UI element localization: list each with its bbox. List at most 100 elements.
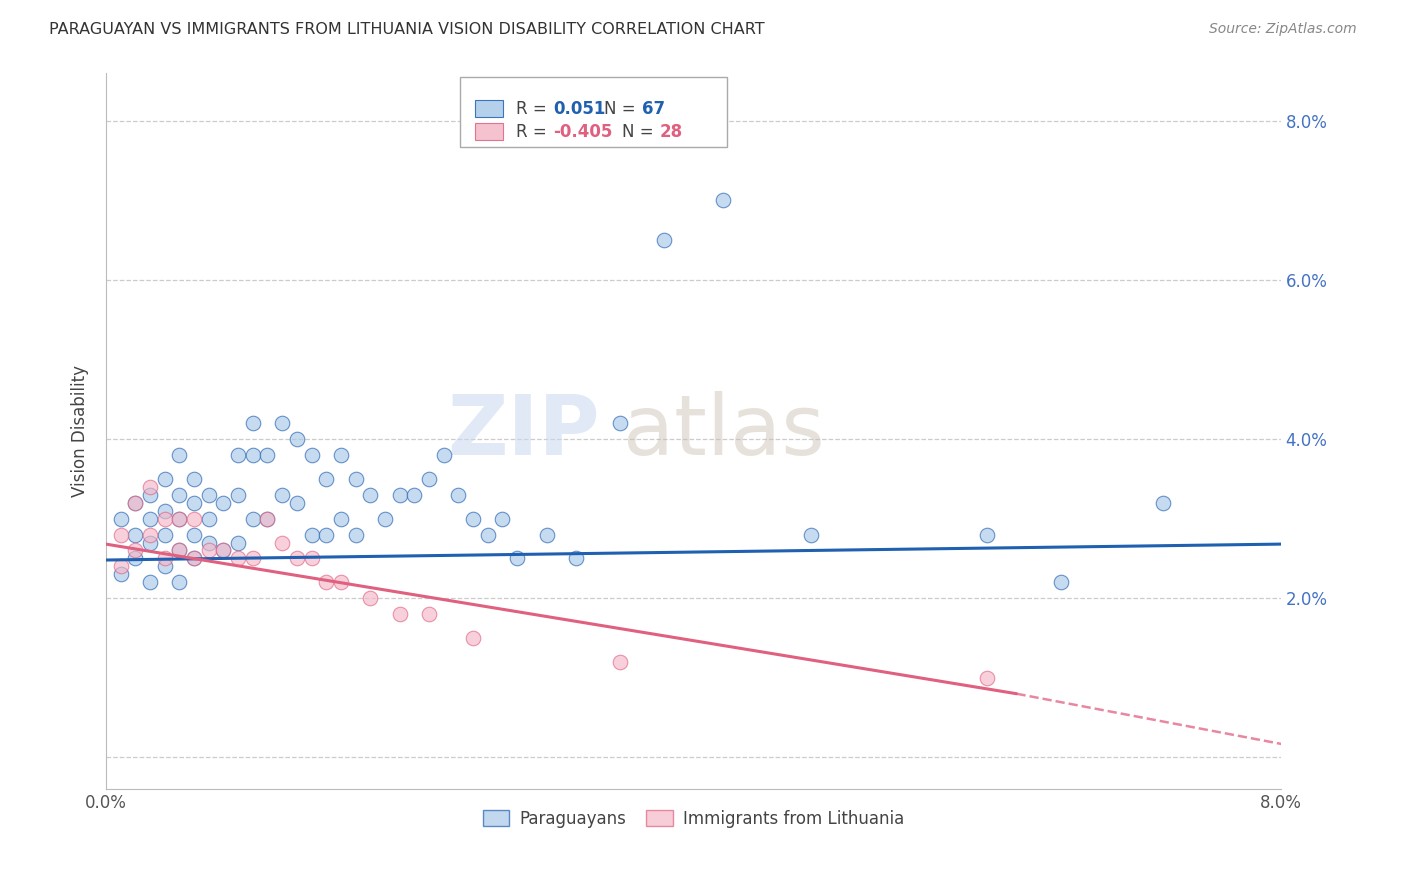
Point [315,472,337,486]
Point [374,511,396,525]
Point [388,488,411,502]
Point [183,551,205,566]
Point [285,432,308,446]
Point [461,631,484,645]
Point [139,480,162,494]
Text: Source: ZipAtlas.com: Source: ZipAtlas.com [1209,22,1357,37]
Point [183,472,205,486]
Point [169,543,191,558]
Y-axis label: Vision Disability: Vision Disability [72,365,89,497]
Point [388,607,411,621]
Point [565,551,588,566]
Point [329,575,352,590]
Point [226,488,249,502]
Point [256,511,278,525]
Point [976,527,998,541]
Point [301,551,323,566]
Point [433,448,456,462]
Point [344,472,367,486]
Point [139,527,162,541]
Point [271,535,294,549]
Point [124,496,146,510]
Text: R =: R = [516,100,553,118]
Point [212,496,235,510]
Point [212,543,235,558]
Point [404,488,426,502]
Point [461,511,484,525]
Point [242,448,264,462]
Point [183,527,205,541]
Text: PARAGUAYAN VS IMMIGRANTS FROM LITHUANIA VISION DISABILITY CORRELATION CHART: PARAGUAYAN VS IMMIGRANTS FROM LITHUANIA … [49,22,765,37]
Text: N =: N = [621,123,658,141]
Legend: Paraguayans, Immigrants from Lithuania: Paraguayans, Immigrants from Lithuania [477,804,911,835]
Point [169,448,191,462]
Point [153,511,176,525]
Point [183,496,205,510]
Text: -0.405: -0.405 [554,123,613,141]
Point [285,551,308,566]
Point [226,535,249,549]
Point [124,527,146,541]
Point [536,527,558,541]
Point [344,527,367,541]
Point [329,511,352,525]
Point [197,543,219,558]
FancyBboxPatch shape [475,100,503,118]
Point [169,488,191,502]
Point [329,448,352,462]
Point [976,671,998,685]
Point [153,559,176,574]
Point [153,527,176,541]
Point [110,559,132,574]
Point [139,575,162,590]
Point [418,472,440,486]
Point [711,194,734,208]
Point [124,496,146,510]
Text: R =: R = [516,123,553,141]
Point [139,535,162,549]
Point [315,575,337,590]
Point [506,551,529,566]
Point [169,575,191,590]
Point [242,511,264,525]
Point [447,488,470,502]
Point [153,551,176,566]
Point [110,511,132,525]
Text: 0.051: 0.051 [554,100,606,118]
FancyBboxPatch shape [460,78,727,147]
Point [477,527,499,541]
Text: N =: N = [605,100,641,118]
Point [242,416,264,430]
Point [197,535,219,549]
Point [169,543,191,558]
Point [609,655,631,669]
Point [110,567,132,582]
Point [110,527,132,541]
Point [609,416,631,430]
Point [315,527,337,541]
Point [169,511,191,525]
Point [271,488,294,502]
Point [242,551,264,566]
Point [256,511,278,525]
Point [183,511,205,525]
Point [418,607,440,621]
Point [124,551,146,566]
Point [359,488,381,502]
Point [212,543,235,558]
Point [139,488,162,502]
Point [139,511,162,525]
Text: atlas: atlas [623,391,825,472]
Point [301,448,323,462]
Point [197,488,219,502]
Text: ZIP: ZIP [447,391,599,472]
Point [1152,496,1174,510]
Point [256,448,278,462]
Point [491,511,513,525]
Point [359,591,381,606]
Text: 28: 28 [659,123,682,141]
Point [301,527,323,541]
Point [226,448,249,462]
Point [271,416,294,430]
Point [169,511,191,525]
